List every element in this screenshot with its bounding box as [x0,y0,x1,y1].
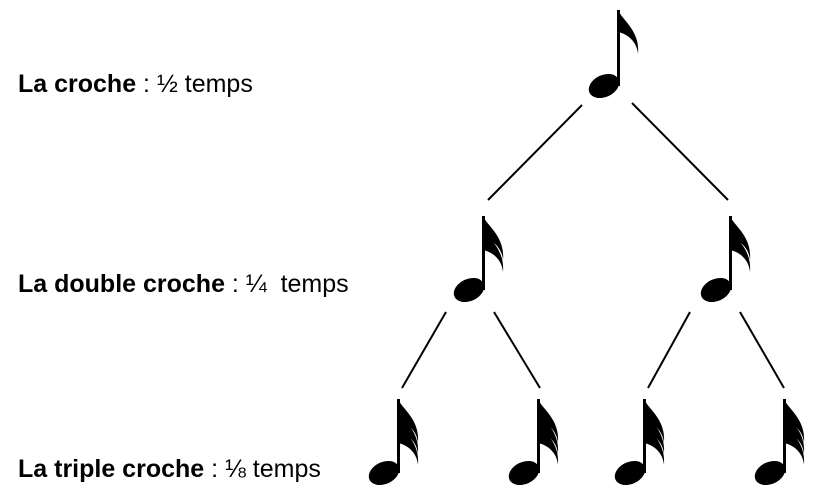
connector-line [739,311,785,389]
label-triple-croche-name: La triple croche [18,455,205,483]
label-double-croche-sep: : [224,270,246,298]
thirty-second-note-icon [750,399,805,490]
label-croche: La croche : ½ temps [18,70,253,99]
sixteenth-note-icon [696,216,751,307]
connector-line [487,104,583,201]
connector-line [401,311,447,389]
connector-line [631,102,729,201]
eighth-note-icon [584,10,639,103]
label-croche-value: ½ temps [156,70,253,98]
label-double-croche-name: La double croche [18,270,225,298]
label-double-croche: La double croche : ¼ temps [18,270,349,299]
thirty-second-note-icon [364,399,419,490]
connector-line [647,311,691,389]
thirty-second-note-icon [504,399,559,490]
label-triple-croche-sep: : [204,455,226,483]
label-triple-croche: La triple croche : ⅛ temps [18,455,321,484]
label-croche-sep: : [136,70,157,98]
sixteenth-note-icon [449,216,504,307]
thirty-second-note-icon [610,399,665,490]
label-double-croche-value: ¼ temps [245,270,349,298]
tree-connectors [401,102,785,389]
label-croche-name: La croche [18,70,137,98]
label-triple-croche-value: ⅛ temps [225,455,321,483]
connector-line [493,311,541,389]
